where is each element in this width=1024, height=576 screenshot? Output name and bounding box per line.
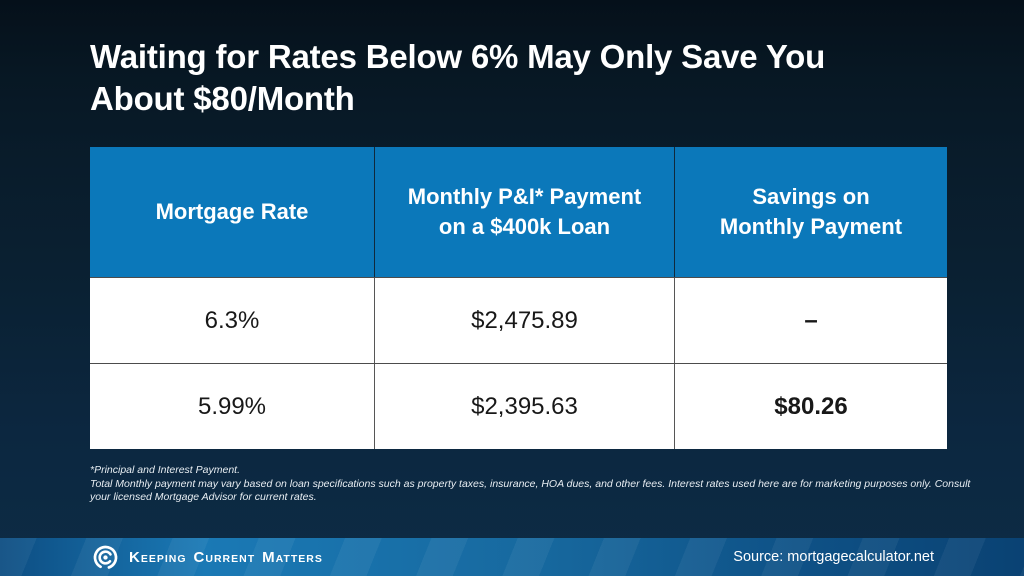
footnote-line1: *Principal and Interest Payment.	[90, 464, 240, 476]
kcm-brand: K EEPING C URRENT M ATTERS	[92, 538, 323, 576]
rates-table: Mortgage Rate Monthly P&I* Payment on a …	[90, 147, 947, 449]
header-text: Monthly P&I* Payment	[407, 184, 642, 209]
kcm-spiral-logo-icon	[93, 545, 118, 569]
header-cell-monthly-payment: Monthly P&I* Payment on a $400k Loan	[375, 147, 675, 277]
header-text: Savings on	[752, 184, 870, 209]
brand-word: C URRENT	[193, 548, 256, 566]
header-text: on a $400k Loan	[438, 214, 611, 239]
cell-savings: $80.26	[774, 392, 848, 420]
cell-rate: 5.99%	[90, 364, 375, 449]
brand-word: K EEPING	[129, 548, 187, 566]
brand-word: M ATTERS	[262, 548, 323, 566]
footer-bar: K EEPING C URRENT M ATTERS Source: mortgage…	[0, 538, 1024, 576]
page-title-line1: Waiting for Rates Below 6% May Only Save…	[90, 38, 826, 75]
table-header-row: Mortgage Rate Monthly P&I* Payment on a …	[90, 147, 947, 277]
cell-rate: 6.3%	[90, 278, 375, 363]
page-title-line2: About $80/Month	[90, 80, 355, 117]
cell-payment: $2,395.63	[375, 364, 675, 449]
header-cell-mortgage-rate: Mortgage Rate	[90, 147, 375, 277]
footnote: *Principal and Interest Payment. Total M…	[90, 464, 980, 505]
cell-savings: –	[804, 306, 818, 334]
table-row: 5.99% $2,395.63 $80.26	[90, 363, 947, 449]
footnote-line2: Total Monthly payment may vary based on …	[90, 477, 971, 504]
source-attribution: Source: mortgagecalculator.net	[733, 549, 934, 565]
header-text: Monthly Payment	[719, 214, 903, 239]
header-cell-savings: Savings on Monthly Payment	[675, 147, 947, 277]
cell-payment: $2,475.89	[375, 278, 675, 363]
page-title: Waiting for Rates Below 6% May Only Save…	[90, 36, 980, 120]
brand-wordmark: K EEPING C URRENT M ATTERS	[129, 549, 323, 566]
header-text: Mortgage Rate	[155, 199, 309, 224]
table-row: 6.3% $2,475.89 –	[90, 277, 947, 363]
